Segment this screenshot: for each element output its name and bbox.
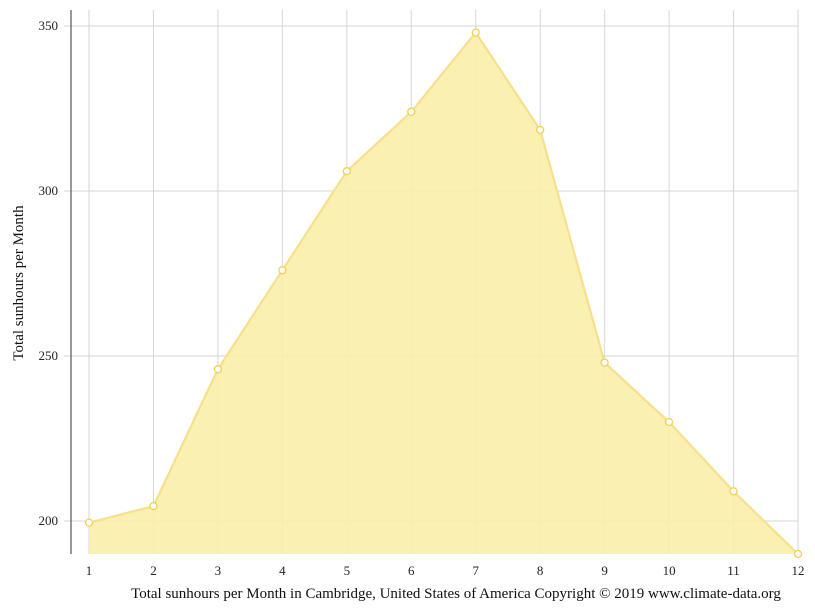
- x-tick-label: 5: [344, 563, 351, 578]
- data-point: [84, 518, 94, 527]
- x-tick-label: 9: [601, 563, 608, 578]
- data-point: [342, 167, 351, 176]
- data-point: [536, 125, 545, 135]
- x-tick-label: 7: [472, 563, 479, 578]
- x-tick-label: 3: [215, 563, 222, 578]
- y-tick-label: 350: [39, 18, 59, 33]
- series-area-fill: [89, 32, 798, 555]
- series-markers: [84, 28, 803, 559]
- y-tick-label: 300: [39, 183, 59, 198]
- x-tick-label: 1: [86, 563, 93, 578]
- data-point: [407, 107, 416, 116]
- x-tick-label: 2: [150, 563, 157, 578]
- y-tick-label: 250: [39, 348, 59, 363]
- data-point: [471, 28, 480, 37]
- data-point: [278, 266, 287, 275]
- data-point: [664, 417, 674, 427]
- x-tick-label: 6: [408, 563, 415, 578]
- x-tick-label: 8: [537, 563, 544, 578]
- x-axis-ticks: 1 2 3 4 5 6 7 8 9 10 11 12: [86, 563, 805, 578]
- data-point: [213, 365, 223, 374]
- data-point: [600, 358, 609, 367]
- data-point: [149, 501, 158, 511]
- x-tick-label: 4: [279, 563, 286, 578]
- y-axis-title: Total sunhours per Month: [11, 205, 27, 361]
- x-tick-label: 12: [792, 563, 805, 578]
- y-tick-label: 200: [39, 513, 59, 528]
- x-tick-label: 11: [727, 563, 740, 578]
- series-line: [88, 30, 799, 555]
- y-axis-ticks: 200 250 300 350: [39, 18, 59, 528]
- data-point: [793, 549, 803, 559]
- data-point: [729, 487, 738, 496]
- x-tick-label: 10: [663, 563, 676, 578]
- chart-caption: Total sunhours per Month in Cambridge, U…: [131, 586, 781, 602]
